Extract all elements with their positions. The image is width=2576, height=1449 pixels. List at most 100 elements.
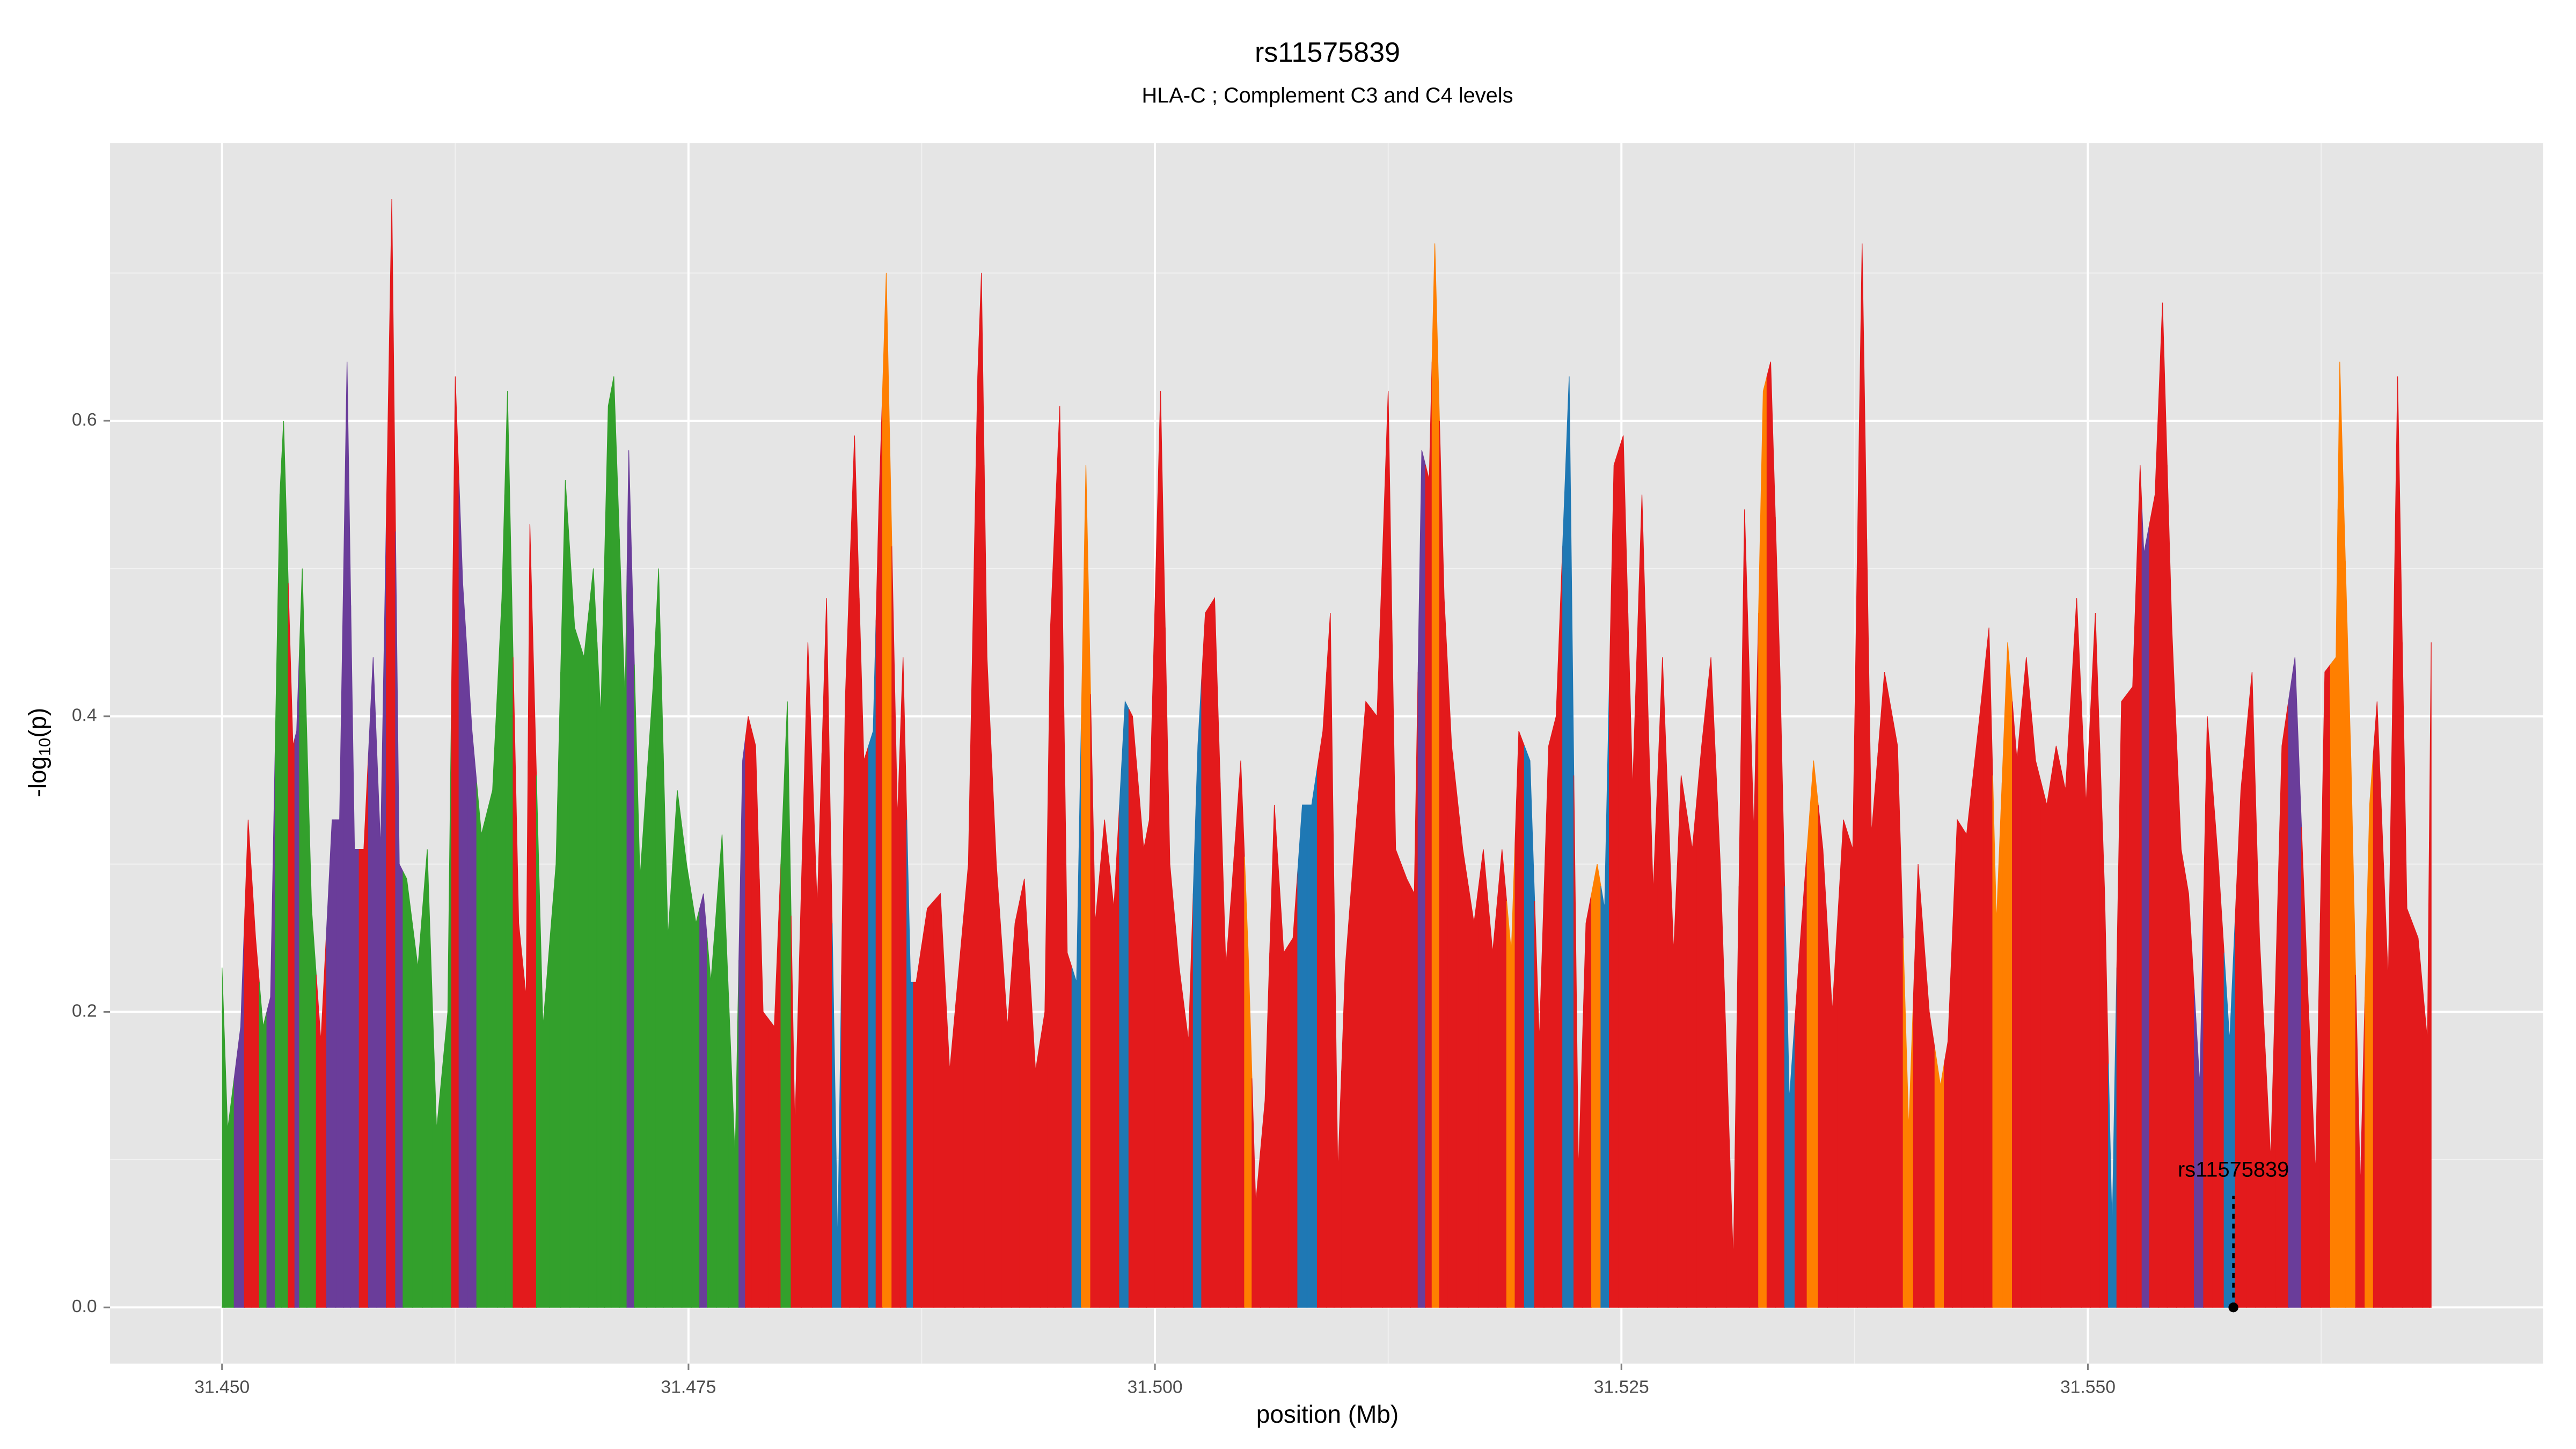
area-segment [906,819,914,1308]
area-segment [1488,901,1498,1308]
area-segment [1562,376,1575,1308]
area-segment [458,480,468,1308]
x-tick-label: 31.450 [194,1378,250,1397]
x-axis-title: position (Mb) [1256,1400,1399,1428]
area-segment [682,827,692,1308]
area-segment [1758,376,1768,1308]
area-segment [294,649,300,1308]
area-segment [984,465,992,1308]
area-segment [2402,642,2413,1308]
area-segment [549,672,561,1308]
area-segment [299,568,308,1308]
area-segment [1552,546,1563,1308]
y-tick-label: 0.2 [72,1001,97,1021]
area-segment [2001,642,2013,1308]
area-segment [663,753,673,1308]
area-segment [2301,827,2312,1308]
area-segment [596,561,605,1308]
area-segment [1001,945,1012,1308]
x-tick-label: 31.475 [661,1378,716,1397]
area-segment [2060,694,2072,1308]
annotation-point [2228,1302,2238,1313]
y-tick-label: 0.4 [72,706,97,726]
area-segment [728,960,740,1308]
area-segment [1726,886,1739,1308]
area-segment [1857,243,1868,1308]
y-tick-label: 0.0 [72,1297,97,1316]
area-segment [2265,953,2277,1308]
area-segment [1913,864,1924,1308]
area-segment [891,546,901,1308]
area-segment [751,731,760,1308]
area-segment [1806,760,1819,1308]
area-segment [1766,361,1776,1308]
area-segment [504,391,514,1308]
area-segment [496,494,506,1308]
area-segment [2429,642,2432,1308]
area-segment [251,879,260,1308]
area-segment [1334,894,1342,1308]
area-segment [343,361,352,1308]
area-segment [1252,1078,1261,1308]
area-segment [1371,553,1383,1308]
area-segment [2412,923,2424,1308]
area-segment [1260,953,1270,1308]
area-segment [1220,782,1230,1308]
area-segment [1600,686,1610,1308]
area-segment [1609,450,1619,1308]
area-segment [707,908,717,1308]
area-segment [2235,731,2247,1308]
area-segment [1063,679,1072,1308]
area-segment [1962,775,1974,1308]
area-segment [1269,804,1279,1308]
area-segment [604,391,612,1308]
area-segment [1794,849,1807,1308]
area-segment [655,568,664,1308]
area-segment [2126,576,2137,1308]
area-segment [1244,857,1253,1308]
area-segment [2090,612,2101,1308]
area-segment [812,753,823,1308]
area-segment [745,716,752,1308]
area-segment [560,480,570,1308]
area-segment [2099,753,2109,1308]
area-segment [1146,605,1155,1308]
area-segment [1934,1049,1945,1308]
area-segment [954,916,964,1308]
area-segment [850,435,860,1308]
area-segment [476,782,488,1308]
area-segment [1891,708,1904,1308]
x-tick-label: 31.550 [2060,1378,2116,1397]
area-segment [395,531,404,1308]
area-segment [1192,679,1202,1308]
area-segment [1543,731,1553,1308]
area-segment [945,982,955,1308]
area-segment [1040,819,1048,1308]
area-segment [610,376,620,1308]
area-segment [1944,930,1953,1308]
area-segment [224,1049,235,1308]
area-segment [1210,597,1221,1308]
area-segment [875,391,883,1308]
area-segment [1973,672,1985,1308]
area-segment [1591,863,1601,1308]
y-axis-title-subscript: 10 [36,738,54,756]
area-segment [1288,871,1298,1308]
area-segment [691,894,700,1308]
area-segment [2081,701,2091,1308]
area-segment [467,657,477,1308]
area-segment [2030,708,2042,1308]
area-segment [1109,804,1120,1308]
area-segment [1866,539,1878,1308]
area-segment [1478,849,1489,1308]
area-segment [1360,700,1372,1308]
area-segment [1686,797,1697,1308]
y-axis-title: -log10(p) [24,708,54,797]
area-segment [1647,694,1658,1308]
area-segment [1706,657,1716,1308]
area-segment [1497,849,1507,1308]
area-segment [1401,863,1411,1308]
area-segment [1715,760,1728,1308]
area-segment [801,642,813,1308]
area-segment [933,892,946,1308]
